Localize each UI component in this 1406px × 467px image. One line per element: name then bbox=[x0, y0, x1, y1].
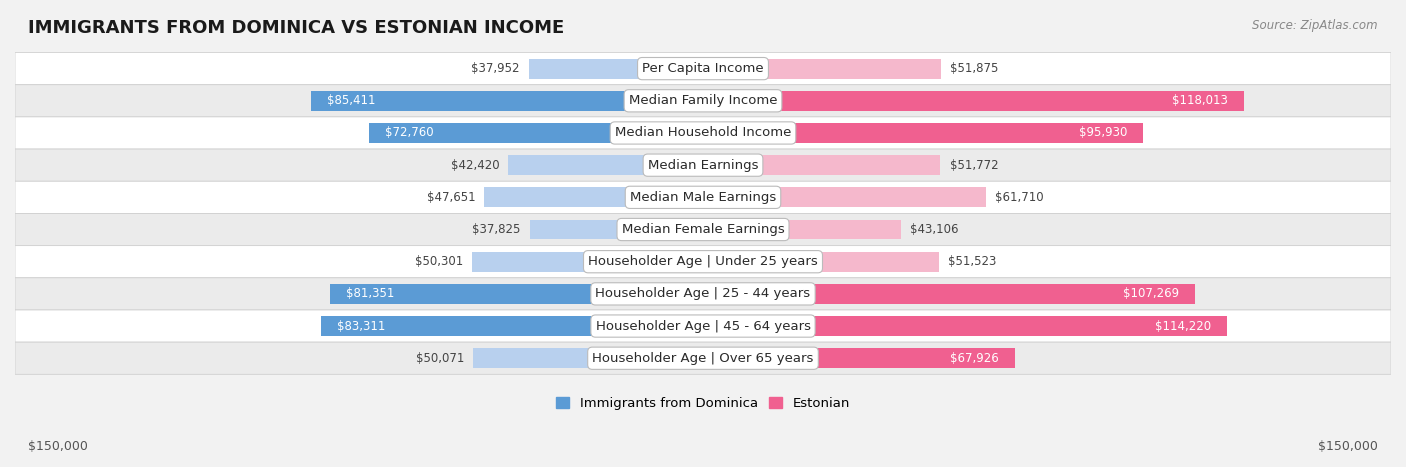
Text: Median Family Income: Median Family Income bbox=[628, 94, 778, 107]
Bar bbox=[703, 91, 1244, 111]
Bar bbox=[530, 219, 703, 240]
Text: $118,013: $118,013 bbox=[1173, 94, 1229, 107]
Text: $51,523: $51,523 bbox=[949, 255, 997, 268]
Bar bbox=[703, 348, 1015, 368]
Text: $37,825: $37,825 bbox=[472, 223, 520, 236]
Text: $37,952: $37,952 bbox=[471, 62, 520, 75]
FancyBboxPatch shape bbox=[15, 278, 1391, 310]
Text: $67,926: $67,926 bbox=[949, 352, 998, 365]
Bar bbox=[703, 155, 941, 175]
Bar bbox=[509, 155, 703, 175]
Text: $85,411: $85,411 bbox=[328, 94, 375, 107]
FancyBboxPatch shape bbox=[15, 85, 1391, 117]
Text: $51,875: $51,875 bbox=[950, 62, 998, 75]
Text: $150,000: $150,000 bbox=[1317, 440, 1378, 453]
Legend: Immigrants from Dominica, Estonian: Immigrants from Dominica, Estonian bbox=[551, 392, 855, 416]
Bar bbox=[703, 123, 1143, 143]
Text: IMMIGRANTS FROM DOMINICA VS ESTONIAN INCOME: IMMIGRANTS FROM DOMINICA VS ESTONIAN INC… bbox=[28, 19, 564, 37]
Bar bbox=[703, 219, 901, 240]
FancyBboxPatch shape bbox=[15, 149, 1391, 181]
Text: Householder Age | Under 25 years: Householder Age | Under 25 years bbox=[588, 255, 818, 268]
Text: Median Male Earnings: Median Male Earnings bbox=[630, 191, 776, 204]
Bar bbox=[703, 59, 941, 78]
Bar bbox=[311, 91, 703, 111]
Text: $107,269: $107,269 bbox=[1123, 287, 1180, 300]
Text: $50,071: $50,071 bbox=[416, 352, 464, 365]
Text: Householder Age | Over 65 years: Householder Age | Over 65 years bbox=[592, 352, 814, 365]
Text: $42,420: $42,420 bbox=[451, 159, 499, 172]
Bar bbox=[485, 187, 703, 207]
Bar bbox=[370, 123, 703, 143]
Bar bbox=[703, 187, 986, 207]
Text: $51,772: $51,772 bbox=[949, 159, 998, 172]
Text: Householder Age | 45 - 64 years: Householder Age | 45 - 64 years bbox=[596, 319, 810, 333]
FancyBboxPatch shape bbox=[15, 246, 1391, 278]
FancyBboxPatch shape bbox=[15, 310, 1391, 342]
Text: $81,351: $81,351 bbox=[346, 287, 394, 300]
Bar bbox=[703, 252, 939, 272]
FancyBboxPatch shape bbox=[15, 213, 1391, 246]
Bar bbox=[330, 284, 703, 304]
FancyBboxPatch shape bbox=[15, 117, 1391, 149]
Text: $150,000: $150,000 bbox=[28, 440, 89, 453]
Bar bbox=[474, 348, 703, 368]
FancyBboxPatch shape bbox=[15, 342, 1391, 375]
Text: $114,220: $114,220 bbox=[1154, 319, 1211, 333]
Text: Median Household Income: Median Household Income bbox=[614, 127, 792, 140]
Text: Median Female Earnings: Median Female Earnings bbox=[621, 223, 785, 236]
Text: $61,710: $61,710 bbox=[995, 191, 1043, 204]
Text: $47,651: $47,651 bbox=[426, 191, 475, 204]
Bar bbox=[529, 59, 703, 78]
Bar bbox=[321, 316, 703, 336]
Text: Householder Age | 25 - 44 years: Householder Age | 25 - 44 years bbox=[595, 287, 811, 300]
Text: Source: ZipAtlas.com: Source: ZipAtlas.com bbox=[1253, 19, 1378, 32]
Text: $95,930: $95,930 bbox=[1078, 127, 1128, 140]
FancyBboxPatch shape bbox=[15, 181, 1391, 213]
Bar bbox=[703, 284, 1195, 304]
FancyBboxPatch shape bbox=[15, 52, 1391, 85]
Text: Median Earnings: Median Earnings bbox=[648, 159, 758, 172]
Bar bbox=[472, 252, 703, 272]
Text: Per Capita Income: Per Capita Income bbox=[643, 62, 763, 75]
Bar bbox=[703, 316, 1227, 336]
Text: $50,301: $50,301 bbox=[415, 255, 463, 268]
Text: $83,311: $83,311 bbox=[337, 319, 385, 333]
Text: $72,760: $72,760 bbox=[385, 127, 434, 140]
Text: $43,106: $43,106 bbox=[910, 223, 959, 236]
